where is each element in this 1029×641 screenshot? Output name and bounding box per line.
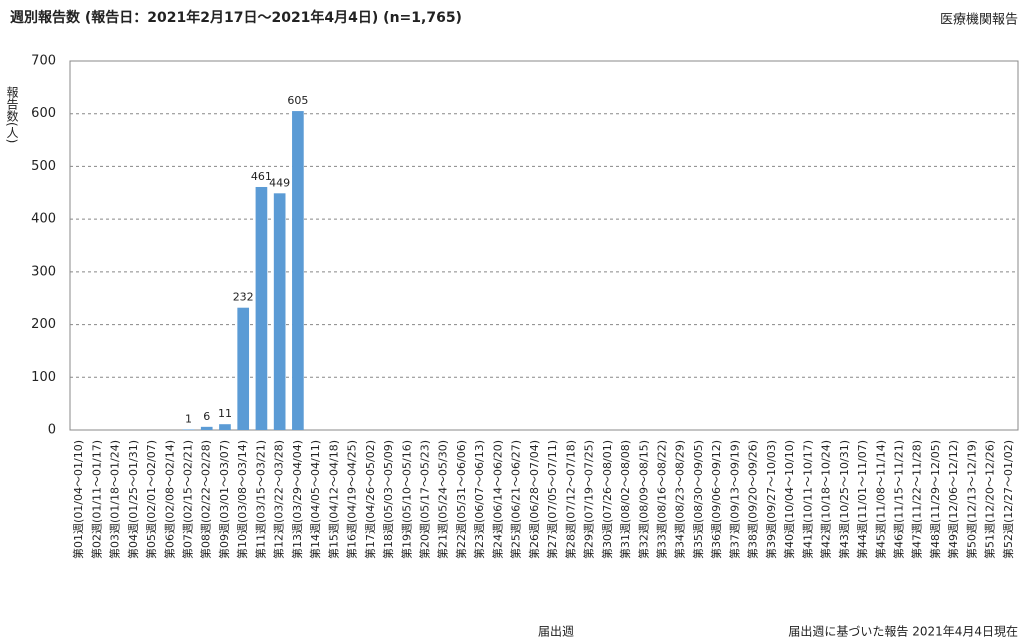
y-tick-label: 200 (31, 317, 56, 332)
y-tick-label: 700 (31, 54, 56, 69)
x-tick-label: 第14週(04/05～04/11) (308, 440, 322, 559)
x-tick-label: 第35週(08/30～09/05) (691, 440, 705, 559)
x-tick-label: 第46週(11/15～11/21) (892, 440, 906, 559)
x-tick-label: 第23週(06/07～06/13) (472, 440, 486, 559)
x-tick-label: 第41週(10/11～10/17) (800, 440, 814, 559)
y-tick-label: 400 (31, 212, 56, 227)
plot-frame (69, 60, 1019, 431)
data-label: 449 (269, 176, 290, 189)
x-tick-label: 第05週(02/01～02/07) (144, 440, 158, 559)
y-tick-label: 500 (31, 159, 56, 174)
bar (255, 186, 268, 430)
data-label: 1 (185, 412, 192, 425)
y-tick-label: 0 (48, 423, 56, 438)
x-tick-label: 第04週(01/25～01/31) (126, 440, 140, 559)
x-tick-label: 第25週(06/21～06/27) (509, 440, 523, 559)
x-tick-label: 第10週(03/08～03/14) (235, 440, 249, 559)
bar (219, 424, 231, 430)
x-tick-label: 第26週(06/28～07/04) (527, 440, 541, 559)
data-label: 11 (218, 407, 232, 420)
x-tick-label: 第49週(12/06～12/12) (946, 440, 960, 559)
x-tick-label: 第13週(03/29～04/04) (290, 440, 304, 559)
x-tick-label: 第21週(05/24～05/30) (436, 440, 450, 559)
x-tick-label: 第08週(02/22～02/28) (199, 440, 213, 559)
x-tick-label: 第02週(01/11～01/17) (89, 440, 103, 559)
bar (182, 429, 195, 430)
x-tick-label: 第18週(05/03～05/09) (381, 440, 395, 559)
source: 医療機関報告 (940, 13, 1018, 28)
x-tick-label: 第07週(02/15～02/21) (181, 440, 195, 559)
x-tick-label: 第52週(12/27～01/02) (1001, 440, 1015, 559)
x-tick-label: 第19週(05/10～05/16) (399, 440, 413, 559)
x-tick-label: 第29週(07/19～07/25) (582, 440, 596, 559)
x-tick-label: 第48週(11/29～12/05) (928, 440, 942, 559)
x-tick-label: 第01週(01/04～01/10) (71, 440, 85, 559)
x-tick-label: 第45週(11/08～11/14) (873, 440, 887, 559)
bar (237, 307, 250, 430)
x-tick-label: 第24週(06/14～06/20) (490, 440, 504, 559)
y-tick-label: 600 (31, 106, 56, 121)
x-tick-label: 第16週(04/19～04/25) (345, 440, 359, 559)
x-tick-label: 第40週(10/04～10/10) (782, 440, 796, 559)
x-tick-label: 第11週(03/15～03/21) (253, 440, 267, 559)
bar (200, 426, 213, 430)
data-label: 232 (233, 291, 254, 304)
bar (273, 193, 286, 430)
x-tick-label: 第12週(03/22～03/28) (272, 440, 286, 559)
x-tick-label: 第33週(08/16～08/22) (655, 440, 669, 559)
data-label: 605 (287, 94, 308, 107)
data-label: 461 (251, 170, 272, 183)
x-tick-label: 第36週(09/06～09/12) (709, 440, 723, 559)
x-tick-label: 第06週(02/08～02/14) (162, 440, 176, 559)
data-label: 6 (203, 410, 210, 423)
x-tick-label: 第32週(08/09～08/15) (636, 440, 650, 559)
x-tick-label: 第37週(09/13～09/19) (727, 440, 741, 559)
x-tick-label: 第34週(08/23～08/29) (673, 440, 687, 559)
x-tick-label: 第15週(04/12～04/18) (326, 440, 340, 559)
chart-title: 週別報告数 (報告日：2021年2月17日～2021年4月4日) (n=1,76… (10, 9, 462, 26)
x-tick-label: 第09週(03/01～03/07) (217, 440, 231, 559)
x-tick-label: 第03週(01/18～01/24) (108, 440, 122, 559)
x-tick-label: 第43週(10/25～10/31) (837, 440, 851, 559)
x-tick-label: 第39週(09/27～10/03) (764, 440, 778, 559)
x-tick-label: 第50週(12/13～12/19) (964, 440, 978, 559)
x-tick-label: 第22週(05/31～06/06) (454, 440, 468, 559)
x-tick-label: 第47週(11/22～11/28) (910, 440, 924, 559)
x-tick-label: 第28週(07/12～07/18) (563, 440, 577, 559)
x-tick-label: 第30週(07/26～08/01) (600, 440, 614, 559)
x-tick-label: 第38週(09/20～09/26) (746, 440, 760, 559)
x-tick-label: 第27週(07/05～07/11) (545, 440, 559, 559)
x-tick-label: 第42週(10/18～10/24) (819, 440, 833, 559)
x-tick-label: 第31週(08/02～08/08) (618, 440, 632, 559)
x-axis-label: 届出週 (538, 625, 574, 639)
x-tick-label: 第44週(11/01～11/07) (855, 440, 869, 559)
y-axis-label: 報告数(人) (5, 86, 19, 144)
x-tick-label: 第51週(12/20～12/26) (983, 440, 997, 559)
bar (292, 111, 304, 430)
y-tick-label: 300 (31, 264, 56, 279)
x-tick-label: 第20週(05/17～05/23) (418, 440, 432, 559)
y-tick-label: 100 (31, 370, 56, 385)
x-tick-label: 第17週(04/26～05/02) (363, 440, 377, 559)
footnote: 届出週に基づいた報告 2021年4月4日現在 (788, 625, 1018, 639)
